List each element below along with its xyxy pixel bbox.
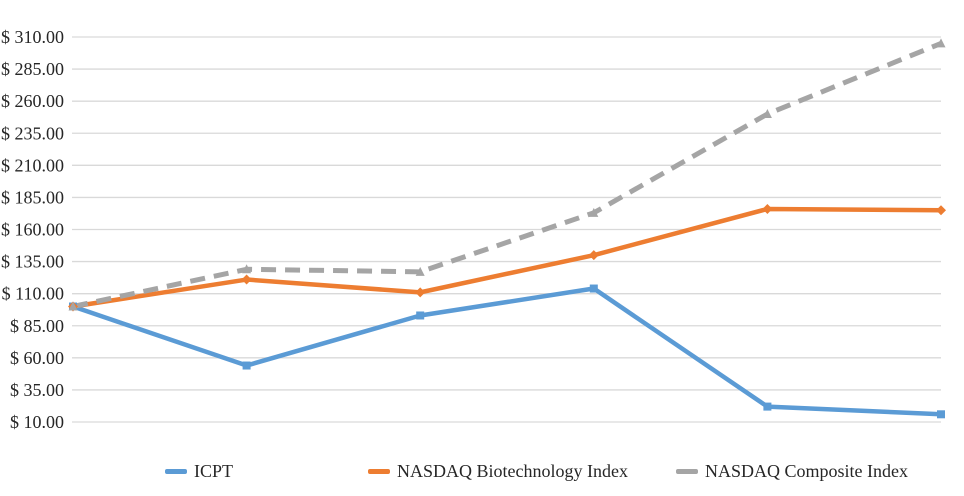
- data-point-marker: [242, 361, 251, 370]
- legend-item-nasdaq-composite: NASDAQ Composite Index: [676, 458, 908, 484]
- data-point-marker: [416, 311, 425, 320]
- y-tick-label: $ 310.00: [1, 27, 64, 47]
- legend-swatch-nasdaq-biotechnology: [368, 468, 390, 474]
- data-point-marker: [936, 38, 946, 48]
- legend-label-icpt: ICPT: [194, 460, 234, 481]
- y-tick-label: $ 235.00: [1, 123, 64, 143]
- series-line-nasdaq-biotechnology-index: [72, 206, 942, 309]
- data-point-marker: [762, 203, 773, 214]
- data-point-marker: [589, 284, 598, 293]
- y-tick-label: $ 10.00: [10, 412, 64, 432]
- legend-swatch-icpt: [165, 468, 187, 474]
- y-tick-label: $ 110.00: [2, 284, 64, 304]
- data-point-marker: [242, 264, 252, 274]
- data-point-marker: [762, 109, 772, 118]
- legend-label-nasdaq-biotechnology: NASDAQ Biotechnology Index: [397, 460, 628, 481]
- y-tick-label: $ 85.00: [10, 316, 64, 336]
- legend-item-nasdaq-biotechnology: NASDAQ Biotechnology Index: [368, 458, 628, 484]
- data-point-marker: [588, 250, 599, 261]
- data-point-marker: [936, 205, 946, 216]
- data-point-marker: [937, 410, 945, 419]
- y-tick-label: $ 160.00: [1, 220, 64, 240]
- data-point-marker: [415, 266, 425, 276]
- data-point-marker: [763, 402, 772, 411]
- legend-label-nasdaq-composite: NASDAQ Composite Index: [705, 460, 908, 481]
- data-point-marker: [589, 207, 599, 217]
- series-line-icpt: [72, 286, 942, 417]
- y-tick-label: $ 60.00: [10, 348, 64, 368]
- y-tick-label: $ 185.00: [1, 187, 64, 207]
- y-tick-label: $ 260.00: [1, 91, 64, 111]
- series-line-nasdaq-composite-index: [72, 41, 942, 309]
- legend-swatch-nasdaq-composite: [676, 468, 698, 474]
- y-tick-label: $ 285.00: [1, 59, 64, 79]
- data-point-marker: [68, 301, 78, 311]
- data-point-marker: [241, 274, 252, 285]
- chart-legend: ICPT NASDAQ Biotechnology Index NASDAQ C…: [0, 458, 964, 484]
- y-tick-label: $ 135.00: [1, 252, 64, 272]
- data-point-marker: [415, 287, 426, 298]
- legend-item-icpt: ICPT: [165, 458, 233, 484]
- y-tick-label: $ 35.00: [10, 380, 64, 400]
- y-tick-label: $ 210.00: [1, 155, 64, 175]
